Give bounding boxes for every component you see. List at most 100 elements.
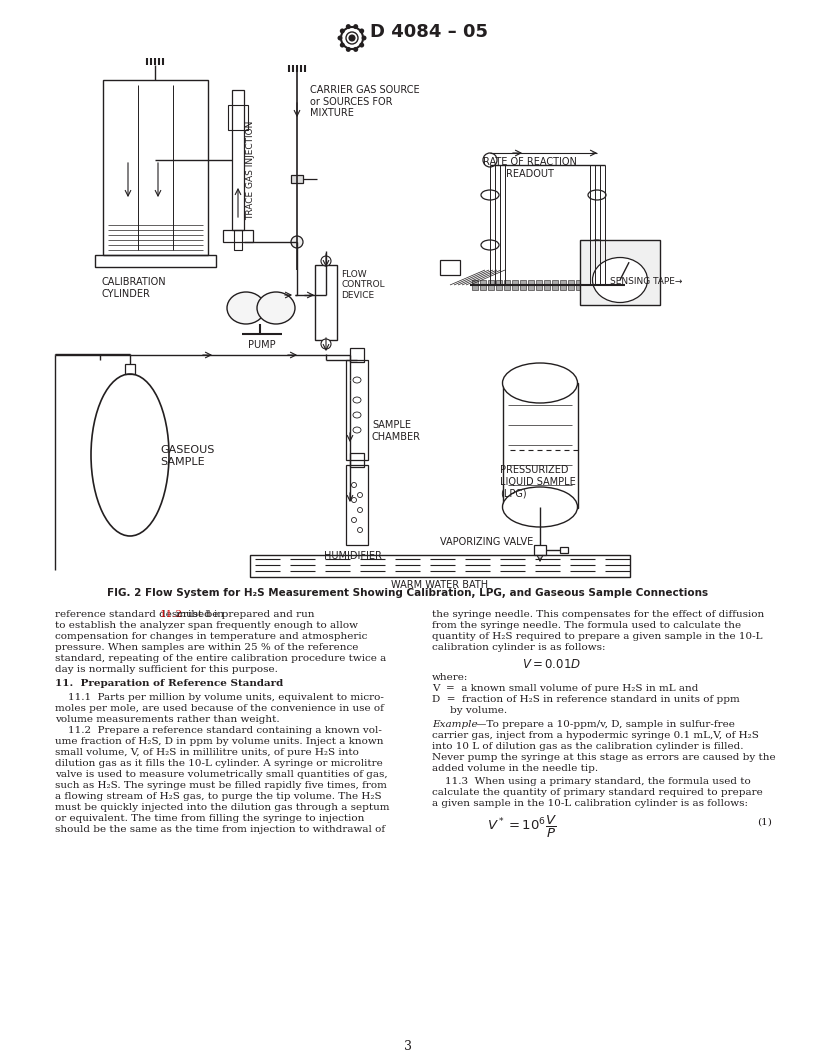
Ellipse shape (346, 46, 351, 52)
Bar (560, 280, 566, 290)
Ellipse shape (339, 29, 345, 34)
Ellipse shape (359, 29, 364, 34)
Text: by volume.: by volume. (450, 706, 507, 715)
Text: Example: Example (432, 720, 477, 729)
Ellipse shape (338, 36, 343, 40)
Ellipse shape (321, 339, 331, 348)
Text: from the syringe needle. The formula used to calculate the: from the syringe needle. The formula use… (432, 621, 741, 630)
Bar (250, 555, 630, 577)
Text: small volume, V, of H₂S in millilitre units, of pure H₂S into: small volume, V, of H₂S in millilitre un… (55, 748, 359, 757)
Bar (315, 265, 337, 340)
Bar (608, 280, 614, 290)
Text: must be prepared and run: must be prepared and run (173, 610, 314, 619)
Bar (440, 260, 460, 275)
Text: a flowing stream of H₂S gas, to purge the tip volume. The H₂S: a flowing stream of H₂S gas, to purge th… (55, 792, 382, 802)
Bar (350, 348, 364, 362)
Text: must be quickly injected into the dilution gas through a septum: must be quickly injected into the diluti… (55, 803, 389, 812)
Text: pressure. When samples are within 25 % of the reference: pressure. When samples are within 25 % o… (55, 643, 358, 652)
Ellipse shape (481, 190, 499, 200)
Ellipse shape (483, 153, 497, 167)
Bar (503, 383, 578, 508)
Text: WARM WATER BATH: WARM WATER BATH (392, 580, 489, 590)
Ellipse shape (227, 293, 265, 324)
Text: HUMIDIFIER: HUMIDIFIER (324, 551, 382, 561)
Text: FIG. 2 Flow System for H₂S Measurement Showing Calibration, LPG, and Gaseous Sam: FIG. 2 Flow System for H₂S Measurement S… (108, 588, 708, 598)
Text: ume fraction of H₂S, D in ppm by volume units. Inject a known: ume fraction of H₂S, D in ppm by volume … (55, 737, 384, 746)
Bar (103, 80, 208, 254)
Text: GASEOUS
SAMPLE: GASEOUS SAMPLE (160, 445, 215, 467)
Text: valve is used to measure volumetrically small quantities of gas,: valve is used to measure volumetrically … (55, 770, 388, 779)
Text: such as H₂S. The syringe must be filled rapidly five times, from: such as H₂S. The syringe must be filled … (55, 781, 387, 790)
Text: FLOW
CONTROL
DEVICE: FLOW CONTROL DEVICE (341, 270, 384, 300)
Bar (520, 280, 526, 290)
Text: D 4084 – 05: D 4084 – 05 (370, 23, 488, 41)
Bar (528, 280, 534, 290)
Bar (584, 280, 590, 290)
Bar (350, 453, 364, 467)
Text: reference standard described in: reference standard described in (55, 610, 227, 619)
Text: should be the same as the time from injection to withdrawal of: should be the same as the time from inje… (55, 825, 385, 834)
Text: where:: where: (432, 673, 468, 682)
Text: quantity of H₂S required to prepare a given sample in the 10-L: quantity of H₂S required to prepare a gi… (432, 631, 762, 641)
Bar (568, 280, 574, 290)
Text: standard, repeating of the entire calibration procedure twice a: standard, repeating of the entire calibr… (55, 654, 386, 663)
Text: calibration cylinder is as follows:: calibration cylinder is as follows: (432, 643, 605, 652)
Bar (560, 547, 568, 553)
Bar (223, 230, 253, 242)
Text: 11.2: 11.2 (160, 610, 183, 619)
Text: or equivalent. The time from filling the syringe to injection: or equivalent. The time from filling the… (55, 814, 365, 823)
Bar (580, 240, 660, 305)
Text: 11.2  Prepare a reference standard containing a known vol-: 11.2 Prepare a reference standard contai… (55, 727, 382, 735)
Ellipse shape (257, 293, 295, 324)
Ellipse shape (339, 42, 345, 48)
Ellipse shape (346, 32, 358, 44)
Text: Never pump the syringe at this stage as errors are caused by the: Never pump the syringe at this stage as … (432, 753, 776, 762)
Bar (544, 280, 550, 290)
Ellipse shape (481, 240, 499, 250)
Bar (576, 280, 582, 290)
Bar (232, 90, 244, 230)
Text: SAMPLE
CHAMBER: SAMPLE CHAMBER (372, 420, 421, 441)
Bar (512, 280, 518, 290)
Text: a given sample in the 10-L calibration cylinder is as follows:: a given sample in the 10-L calibration c… (432, 799, 748, 808)
Ellipse shape (91, 374, 169, 536)
Text: calculate the quantity of primary standard required to prepare: calculate the quantity of primary standa… (432, 788, 763, 797)
Bar (291, 175, 303, 183)
Ellipse shape (503, 363, 578, 403)
Text: to establish the analyzer span frequently enough to allow: to establish the analyzer span frequentl… (55, 621, 358, 630)
Bar (234, 230, 242, 250)
Text: —To prepare a 10-ppm/v, D, sample in sulfur-free: —To prepare a 10-ppm/v, D, sample in sul… (476, 720, 735, 729)
Text: compensation for changes in temperature and atmospheric: compensation for changes in temperature … (55, 631, 367, 641)
Text: CARRIER GAS SOURCE
or SOURCES FOR
MIXTURE: CARRIER GAS SOURCE or SOURCES FOR MIXTUR… (310, 84, 419, 118)
Text: 11.  Preparation of Reference Standard: 11. Preparation of Reference Standard (55, 679, 283, 689)
Ellipse shape (346, 24, 351, 30)
Text: 11.1  Parts per million by volume units, equivalent to micro-: 11.1 Parts per million by volume units, … (55, 693, 384, 702)
Ellipse shape (588, 190, 606, 200)
Bar (488, 280, 494, 290)
Ellipse shape (291, 235, 303, 248)
Bar (496, 280, 502, 290)
Text: 3: 3 (404, 1040, 412, 1053)
Bar (536, 280, 542, 290)
Text: (1): (1) (757, 818, 772, 827)
Ellipse shape (592, 258, 648, 302)
Text: into 10 L of dilution gas as the calibration cylinder is filled.: into 10 L of dilution gas as the calibra… (432, 742, 743, 751)
Text: TRACE GAS INJECTION: TRACE GAS INJECTION (246, 120, 255, 220)
Text: carrier gas, inject from a hypodermic syringe 0.1 mL,V, of H₂S: carrier gas, inject from a hypodermic sy… (432, 731, 759, 740)
Text: dilution gas as it fills the 10-L cylinder. A syringe or microlitre: dilution gas as it fills the 10-L cylind… (55, 759, 383, 768)
Bar (504, 280, 510, 290)
Text: RATE OF REACTION
READOUT: RATE OF REACTION READOUT (483, 157, 577, 178)
Text: added volume in the needle tip.: added volume in the needle tip. (432, 763, 598, 773)
Text: $V^* = 10^6\dfrac{V}{P}$: $V^* = 10^6\dfrac{V}{P}$ (487, 814, 557, 841)
Text: V  =  a known small volume of pure H₂S in mL and: V = a known small volume of pure H₂S in … (432, 684, 698, 693)
Bar (600, 280, 606, 290)
Text: 11.3  When using a primary standard, the formula used to: 11.3 When using a primary standard, the … (432, 777, 751, 786)
Text: moles per mole, are used because of the convenience in use of: moles per mole, are used because of the … (55, 704, 384, 713)
Bar (346, 360, 368, 460)
Bar (346, 465, 368, 545)
Bar (552, 280, 558, 290)
Text: D  =  fraction of H₂S in reference standard in units of ppm: D = fraction of H₂S in reference standar… (432, 695, 740, 704)
Bar (534, 545, 546, 555)
Bar (592, 280, 598, 290)
Text: volume measurements rather than weight.: volume measurements rather than weight. (55, 715, 280, 724)
